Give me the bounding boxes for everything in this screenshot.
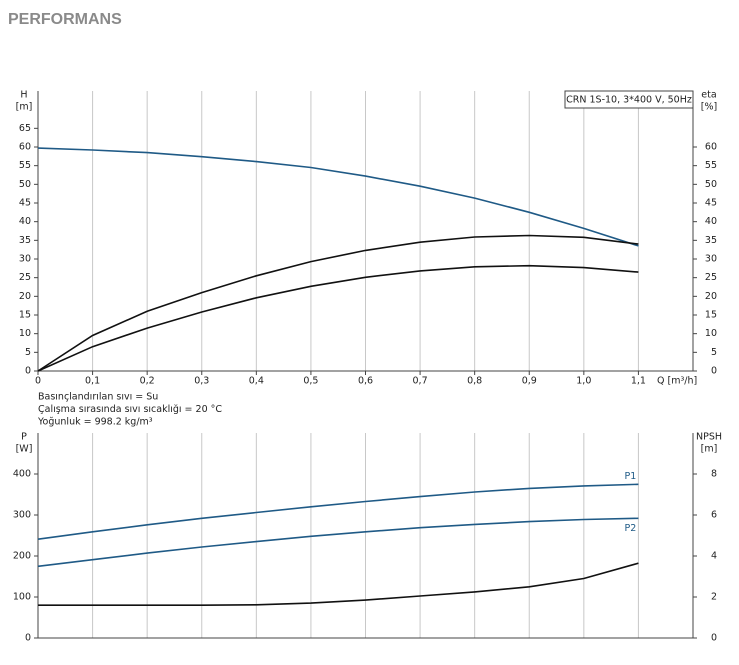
y-tick-label: 300: [13, 510, 31, 521]
y2-tick-label: 6: [711, 510, 717, 521]
y2-tick-label: 0: [711, 366, 717, 377]
y-tick-label: 60: [19, 142, 31, 153]
y2-tick-label: 20: [705, 291, 717, 302]
y2-tick-label: 8: [711, 469, 717, 480]
y2-tick-label: 2: [711, 592, 717, 603]
y2-tick-label: 4: [711, 551, 717, 562]
x-tick-label: 1,1: [631, 376, 646, 387]
y-tick-label: 25: [19, 272, 31, 283]
curve: [37, 147, 639, 247]
y2-axis-unit: [%]: [701, 102, 717, 113]
y2-tick-label: 30: [705, 254, 717, 265]
y2-axis-label: eta: [701, 90, 716, 101]
series-label: P1: [625, 471, 637, 482]
y-axis-unit: [m]: [16, 102, 33, 113]
page-title: PERFORMANS: [8, 11, 122, 28]
y-tick-label: 55: [19, 160, 31, 171]
curve: [37, 264, 639, 372]
y-tick-label: 5: [25, 347, 31, 358]
x-tick-label: 1,0: [576, 376, 591, 387]
annotation: Çalışma sırasında sıvı sıcaklığı = 20 °C: [38, 404, 222, 415]
curve: [37, 483, 639, 540]
y-tick-label: 40: [19, 216, 31, 227]
y-tick-label: 45: [19, 198, 31, 209]
y-tick-label: 100: [13, 592, 31, 603]
y2-tick-label: 25: [705, 272, 717, 283]
y-tick-label: 400: [13, 469, 31, 480]
x-tick-label: 0,5: [303, 376, 318, 387]
y-tick-label: 15: [19, 310, 31, 321]
y2-tick-label: 15: [705, 310, 717, 321]
y2-axis-unit: [m]: [701, 444, 718, 455]
x-tick-label: 0,9: [522, 376, 537, 387]
x-axis-label: Q [m³/h]: [657, 376, 697, 387]
y-tick-label: 10: [19, 328, 31, 339]
annotation: Yoğunluk = 998.2 kg/m³: [37, 417, 153, 428]
curve: [37, 517, 639, 568]
x-tick-label: 0,1: [85, 376, 100, 387]
x-tick-label: 0,8: [467, 376, 482, 387]
x-tick-label: 0: [35, 376, 41, 387]
y2-tick-label: 55: [705, 160, 717, 171]
y-axis-label: P: [21, 432, 27, 443]
x-tick-label: 0,7: [413, 376, 428, 387]
y-tick-label: 65: [19, 123, 31, 134]
legend-box: [564, 90, 694, 109]
annotation: Basınçlandırılan sıvı = Su: [38, 392, 158, 403]
y-axis-label: H: [20, 90, 27, 101]
curve: [37, 234, 639, 372]
y-tick-label: 35: [19, 235, 31, 246]
x-tick-label: 0,4: [249, 376, 264, 387]
series-label: P2: [625, 523, 637, 534]
y2-tick-label: 45: [705, 198, 717, 209]
chart-title: CRN 1S-10, 3*400 V, 50Hz: [566, 95, 692, 106]
y2-axis-label: NPSH: [696, 432, 722, 443]
y-axis-unit: [W]: [16, 444, 33, 455]
y-tick-label: 200: [13, 551, 31, 562]
y-tick-label: 50: [19, 179, 31, 190]
x-tick-label: 0,2: [140, 376, 155, 387]
x-tick-label: 0,6: [358, 376, 373, 387]
y2-tick-label: 50: [705, 179, 717, 190]
y2-tick-label: 35: [705, 235, 717, 246]
y-tick-label: 0: [25, 366, 31, 377]
y2-tick-label: 10: [705, 328, 717, 339]
x-tick-label: 0,3: [194, 376, 209, 387]
curve: [38, 562, 639, 606]
y2-tick-label: 40: [705, 216, 717, 227]
y2-tick-label: 5: [711, 347, 717, 358]
y2-tick-label: 0: [711, 633, 717, 644]
y-tick-label: 0: [25, 633, 31, 644]
y-tick-label: 20: [19, 291, 31, 302]
y2-tick-label: 60: [705, 142, 717, 153]
y-tick-label: 30: [19, 254, 31, 265]
